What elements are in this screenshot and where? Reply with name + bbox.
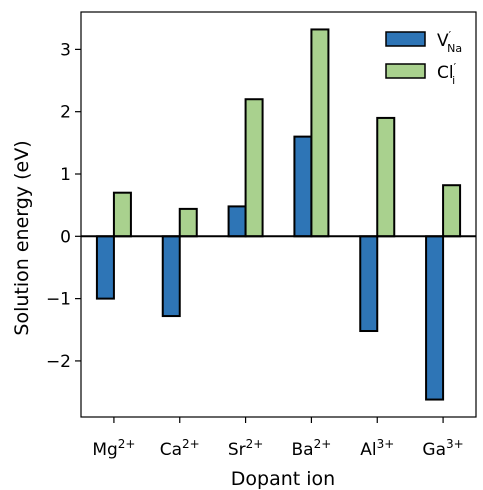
bar-vna-ga [425,235,445,401]
y-tick-label: 3 [60,40,71,60]
legend-label-1: Cl′ i [437,61,457,87]
bar-cli-ga [442,184,462,238]
x-tick-label-al: Al3+ [360,437,394,460]
x-tick-label-ga: Ga3+ [422,437,463,460]
axes-frame [80,11,477,418]
legend-swatch-0 [385,31,426,47]
legend-swatch-1 [385,63,426,79]
x-tick-label-mg: Mg2+ [92,437,135,460]
bar-cli-ca [178,207,198,238]
bar-cli-al [376,116,396,238]
legend: V′ Na Cl′ i [385,29,462,87]
bar-vna-al [359,235,379,333]
bar-cli-ba [310,28,330,238]
y-tick-label: −2 [46,352,71,372]
y-tick-label: −1 [46,290,71,310]
x-tick-label-ba: Ba2+ [292,437,332,460]
y-axis-label: Solution energy (eV) [11,140,33,335]
bar-vna-ca [161,235,181,318]
bar-cli-mg [112,191,132,238]
x-axis-label: Dopant ion [231,468,335,490]
plot-area [81,28,476,401]
axes: −2 −1 0 1 2 3 Mg2+ Ca2+ Sr2+ Ba2+ Al3+ Ga3+ [46,11,477,460]
bar-cli-sr [244,98,264,238]
bar-vna-sr [227,205,247,238]
legend-label-0: V′ Na [437,29,462,55]
bar-vna-mg [95,235,115,300]
x-tick-label-ca: Ca2+ [160,437,200,460]
y-tick-label: 0 [60,227,71,247]
bar-vna-ba [293,135,313,238]
y-tick-label: 2 [60,103,71,123]
y-tick-label: 1 [60,165,71,185]
x-tick-label-sr: Sr2+ [228,437,263,460]
